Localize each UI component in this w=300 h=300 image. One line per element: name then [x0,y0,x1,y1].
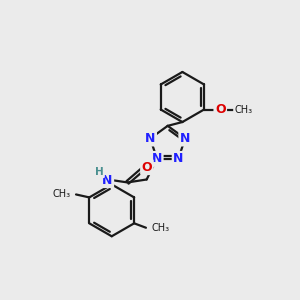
Text: CH₃: CH₃ [234,104,252,115]
Text: N: N [152,152,162,165]
Text: O: O [142,160,152,174]
Text: CH₃: CH₃ [52,190,70,200]
Text: N: N [180,132,190,145]
Text: N: N [102,174,113,187]
Text: CH₃: CH₃ [152,223,170,233]
Text: N: N [145,132,155,145]
Text: N: N [173,152,184,165]
Text: H: H [95,167,103,177]
Text: O: O [215,103,226,116]
